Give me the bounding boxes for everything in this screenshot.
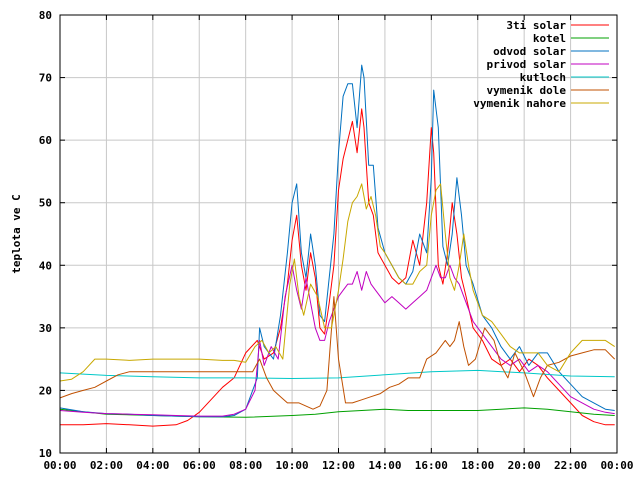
legend-label-odvod-solar: odvod solar	[493, 45, 566, 58]
legend-label-3ti-solar: 3ti solar	[506, 19, 566, 32]
x-tick-label: 20:00	[508, 459, 541, 472]
x-tick-label: 06:00	[183, 459, 216, 472]
x-tick-label: 14:00	[368, 459, 401, 472]
y-axis-label: teplota ve C	[10, 194, 23, 273]
y-tick-label: 30	[39, 322, 52, 335]
x-tick-label: 18:00	[461, 459, 494, 472]
series-line-3ti-solar	[60, 108, 615, 427]
y-tick-label: 40	[39, 259, 52, 272]
series-line-privod-solar	[59, 264, 615, 417]
x-tick-label: 02:00	[90, 459, 123, 472]
x-tick-label: 22:00	[554, 459, 587, 472]
grid	[60, 15, 617, 453]
x-tick-label: 04:00	[136, 459, 169, 472]
x-tick-label: 00:00	[43, 459, 76, 472]
y-tick-label: 50	[39, 197, 52, 210]
plot-area	[59, 64, 616, 427]
y-tick-label: 10	[39, 447, 52, 460]
legend-label-vymenik-nahore: vymenik nahore	[473, 97, 566, 110]
legend-label-kotel: kotel	[533, 32, 566, 45]
legend-label-privod-solar: privod solar	[487, 58, 567, 71]
y-tick-label: 80	[39, 9, 52, 22]
x-tick-label: 12:00	[322, 459, 355, 472]
x-tick-label: 00:00	[600, 459, 633, 472]
series-line-odvod-solar	[59, 64, 615, 418]
series-line-vymenik-dole	[59, 296, 616, 410]
axis-ticks: 10 20 30 40 50 60 70 80 00:00 02:00 04:00 06:00 08:0…	[39, 9, 634, 472]
y-tick-label: 60	[39, 134, 52, 147]
x-tick-label: 16:00	[415, 459, 448, 472]
series-line-vymenik-nahore	[59, 183, 615, 382]
y-tick-label: 70	[39, 72, 52, 85]
y-tick-label: 20	[39, 384, 52, 397]
legend-label-kutloch: kutloch	[520, 71, 566, 84]
x-tick-label: 08:00	[229, 459, 262, 472]
x-tick-label: 10:00	[276, 459, 309, 472]
legend-label-vymenik-dole: vymenik dole	[487, 84, 567, 97]
series-line-kotel	[59, 407, 615, 418]
